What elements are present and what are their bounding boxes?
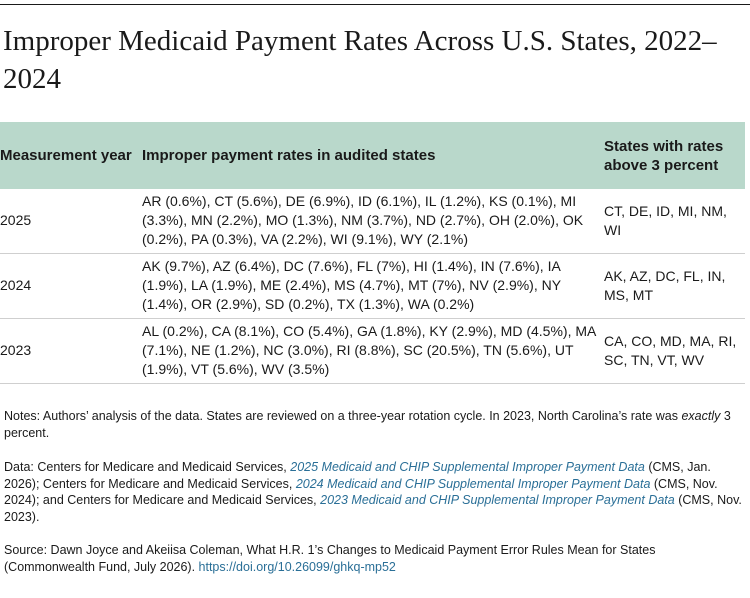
source-text: Source: Dawn Joyce and Akeiisa Coleman, …: [4, 543, 656, 574]
notes-text-end: 3 percent.: [4, 409, 731, 440]
table-row: 2025 AR (0.6%), CT (5.6%), DE (6.9%), ID…: [0, 189, 745, 254]
above-cell: CT, DE, ID, MI, NM, WI: [604, 189, 745, 254]
data-sources: Data: Centers for Medicare and Medicaid …: [4, 459, 744, 525]
above-cell: CA, CO, MD, MA, RI, SC, TN, VT, WV: [604, 318, 745, 384]
link-2024-data[interactable]: 2024 Medicaid and CHIP Supplemental Impr…: [295, 476, 651, 491]
doi-link[interactable]: https://doi.org/10.26099/ghkq-mp52: [198, 560, 396, 574]
link-2023-data[interactable]: 2023 Medicaid and CHIP Supplemental Impr…: [320, 493, 675, 507]
above-cell: AK, AZ, DC, FL, IN, MS, MT: [604, 253, 745, 319]
table-header-row: Measurement year Improper payment rates …: [0, 122, 745, 189]
header-improper-rates: Improper payment rates in audited states: [142, 147, 436, 164]
rates-table: Measurement year Improper payment rates …: [0, 122, 745, 384]
data-suffix-3: (CMS, Nov. 2023).: [4, 493, 742, 524]
top-rule: [0, 4, 750, 5]
link-2025-data[interactable]: 2025 Medicaid and CHIP Supplemental Impr…: [290, 460, 645, 474]
table-row: 2024 AK (9.7%), AZ (6.4%), DC (7.6%), FL…: [0, 253, 745, 319]
page-title: Improper Medicaid Payment Rates Across U…: [3, 25, 717, 95]
year-cell: 2025: [0, 189, 142, 254]
rates-cell: AL (0.2%), CA (8.1%), CO (5.4%), GA (1.8…: [142, 318, 604, 384]
header-measurement-year: Measurement year: [0, 147, 132, 164]
notes-emphasis: exactly: [681, 409, 721, 423]
notes-text-start: Notes: Authors’ analysis of the data. St…: [4, 409, 682, 423]
year-cell: 2023: [0, 318, 142, 384]
data-suffix-1: (CMS, Jan. 2026); Centers for Medicare a…: [4, 460, 711, 491]
source-citation: Source: Dawn Joyce and Akeiisa Coleman, …: [4, 542, 744, 576]
rates-cell: AR (0.6%), CT (5.6%), DE (6.9%), ID (6.1…: [142, 189, 604, 254]
data-suffix-2: (CMS, Nov. 2024); and Centers for Medica…: [4, 476, 718, 508]
header-states-above-3: States with rates above 3 percent: [604, 137, 724, 174]
data-prefix-1: Data: Centers for Medicare and Medicaid …: [4, 460, 291, 474]
year-cell: 2024: [0, 253, 142, 319]
rates-cell: AK (9.7%), AZ (6.4%), DC (7.6%), FL (7%)…: [142, 253, 604, 319]
notes: Notes: Authors’ analysis of the data. St…: [4, 408, 744, 442]
table-row: 2023 AL (0.2%), CA (8.1%), CO (5.4%), GA…: [0, 318, 745, 384]
